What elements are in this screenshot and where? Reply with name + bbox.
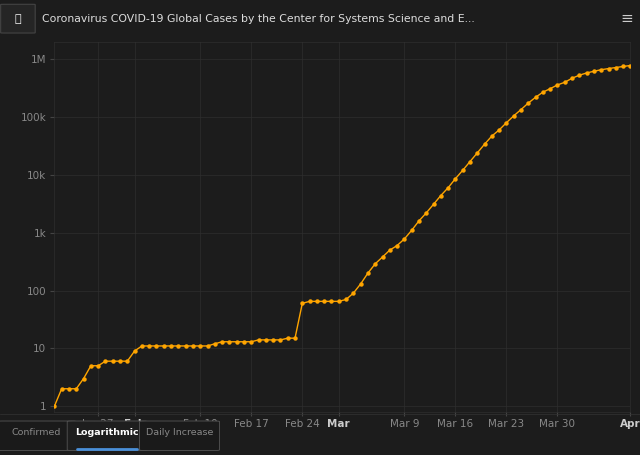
Text: Logarithmic: Logarithmic bbox=[76, 429, 139, 437]
FancyBboxPatch shape bbox=[140, 421, 220, 450]
Text: 🛡: 🛡 bbox=[15, 14, 21, 24]
FancyBboxPatch shape bbox=[67, 421, 147, 450]
Text: Confirmed: Confirmed bbox=[12, 429, 61, 437]
Text: ≡: ≡ bbox=[621, 11, 634, 26]
Text: Daily Increase: Daily Increase bbox=[146, 429, 213, 437]
FancyBboxPatch shape bbox=[0, 421, 76, 450]
FancyBboxPatch shape bbox=[1, 4, 35, 33]
Text: Coronavirus COVID-19 Global Cases by the Center for Systems Science and E...: Coronavirus COVID-19 Global Cases by the… bbox=[42, 14, 474, 24]
